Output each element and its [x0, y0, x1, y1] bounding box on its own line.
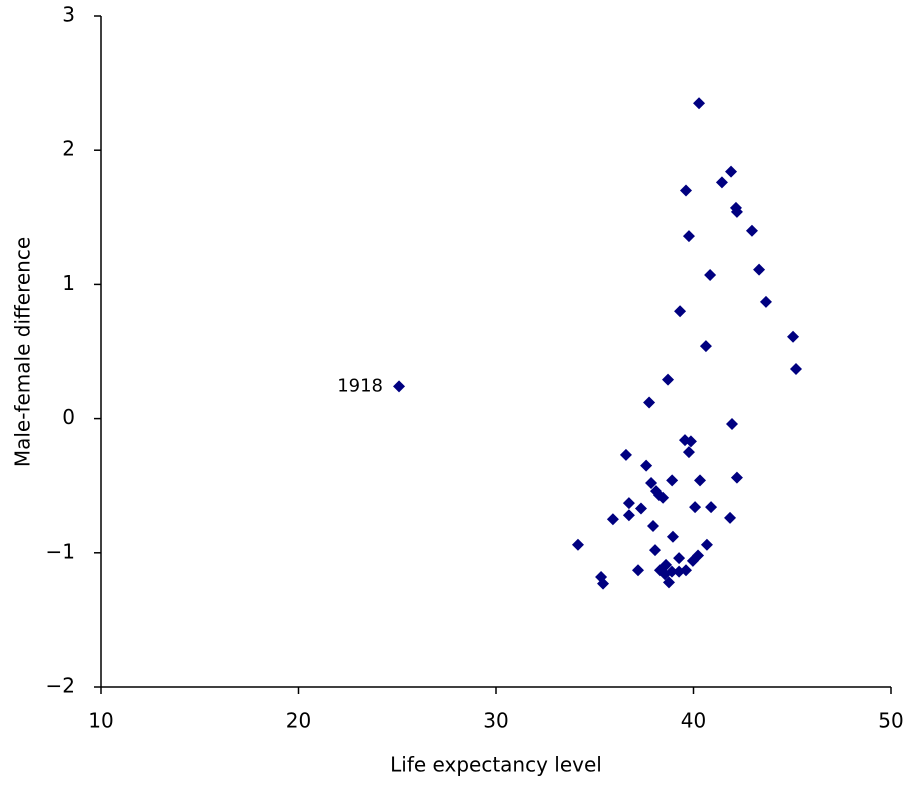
point: [393, 380, 406, 393]
point: [790, 362, 803, 375]
x-tick-label: 30: [483, 709, 508, 733]
y-tick-label: 2: [62, 137, 75, 161]
point: [622, 497, 635, 510]
point: [759, 295, 772, 308]
x-tick-label: 10: [88, 709, 113, 733]
y-tick-label: 1: [62, 271, 75, 295]
point: [730, 205, 743, 218]
point: [699, 340, 712, 353]
point: [686, 554, 699, 567]
point: [715, 176, 728, 189]
point: [705, 501, 718, 514]
point: [673, 552, 686, 565]
point: [700, 538, 713, 551]
point: [640, 459, 653, 472]
point: [693, 97, 706, 110]
point: [730, 471, 743, 484]
point: [682, 230, 695, 243]
point: [694, 474, 707, 487]
point: [663, 576, 676, 589]
point: [622, 509, 635, 522]
point: [673, 565, 686, 578]
point: [674, 305, 687, 318]
point: [666, 474, 679, 487]
y-tick-label: −1: [46, 539, 75, 563]
point: [666, 530, 679, 543]
point: [648, 544, 661, 557]
point: [684, 435, 697, 448]
point: [657, 491, 670, 504]
point: [679, 184, 692, 197]
point: [704, 269, 717, 282]
x-tick-label: 40: [681, 709, 706, 733]
point: [659, 568, 672, 581]
y-axis-title: Male-female difference: [11, 237, 35, 467]
point: [662, 373, 675, 386]
point: [753, 263, 766, 276]
point: [787, 330, 800, 343]
point: [571, 538, 584, 551]
point: [632, 564, 645, 577]
point: [725, 165, 738, 178]
point-label: 1918: [337, 375, 383, 396]
point: [682, 446, 695, 459]
x-tick-label: 50: [878, 709, 903, 733]
x-tick-label: 20: [286, 709, 311, 733]
point: [597, 577, 610, 590]
point: [643, 396, 656, 409]
point: [645, 477, 658, 490]
point: [689, 501, 702, 514]
point: [634, 502, 647, 515]
point: [745, 224, 758, 237]
y-tick-label: 3: [62, 3, 75, 27]
point: [606, 513, 619, 526]
y-tick-label: −2: [46, 674, 75, 698]
point: [726, 417, 739, 430]
point: [724, 511, 737, 524]
x-axis-title: Life expectancy level: [390, 753, 602, 777]
point: [619, 448, 632, 461]
point: [647, 519, 660, 532]
y-tick-label: 0: [62, 405, 75, 429]
